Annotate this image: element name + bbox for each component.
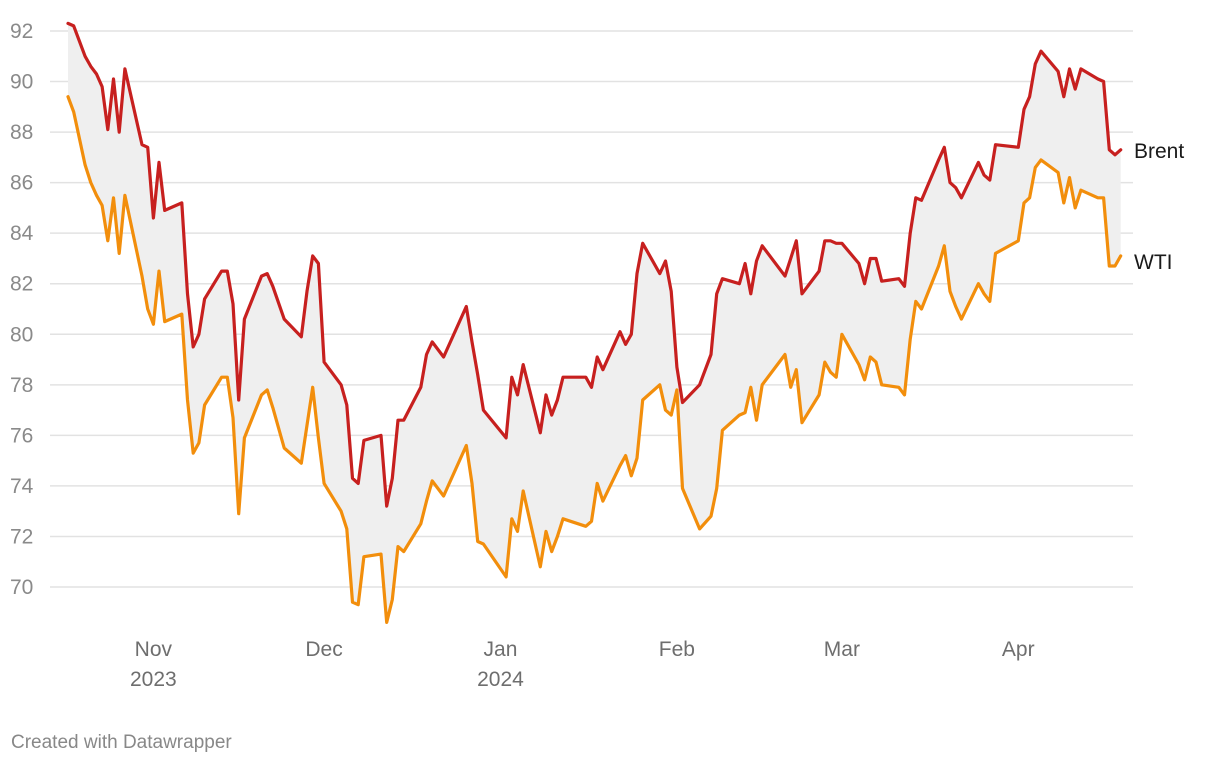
y-tick-label: 90 <box>10 71 33 94</box>
spread-fill <box>68 23 1121 623</box>
x-tick-label: Nov <box>135 638 173 661</box>
spread-fill-area <box>68 23 1121 623</box>
series-lines <box>66 21 1123 624</box>
series-label-wti: WTI <box>1134 251 1172 274</box>
y-tick-label: 92 <box>10 20 33 43</box>
series-line-wti <box>66 95 1123 624</box>
y-tick-label: 86 <box>10 172 33 195</box>
y-tick-label: 84 <box>10 222 34 245</box>
y-tick-label: 80 <box>10 323 33 346</box>
x-tick-label: Mar <box>824 638 860 661</box>
x-tick-year-label: 2023 <box>130 668 177 691</box>
x-tick-label: Dec <box>305 638 342 661</box>
oil-price-line-chart: 70 72 74 76 78 80 82 84 86 88 90 92 Nov 2023 Dec Jan 20… <box>10 20 1184 691</box>
credit-text: Created with Datawrapper <box>11 732 232 753</box>
y-tick-label: 70 <box>10 576 33 599</box>
y-tick-label: 78 <box>10 374 33 397</box>
y-tick-label: 74 <box>10 475 34 498</box>
y-tick-label: 88 <box>10 121 33 144</box>
x-tick-label: Apr <box>1002 638 1035 661</box>
x-tick-label: Feb <box>659 638 695 661</box>
y-tick-label: 82 <box>10 273 33 296</box>
y-tick-label: 76 <box>10 424 33 447</box>
series-end-labels: Brent WTI <box>1134 140 1184 274</box>
y-axis-tick-labels: 70 72 74 76 78 80 82 84 86 88 90 92 <box>10 20 34 599</box>
series-line-brent <box>66 21 1123 508</box>
y-tick-label: 72 <box>10 525 33 548</box>
x-axis-tick-labels: Nov 2023 Dec Jan 2024 Feb Mar Apr <box>130 638 1035 691</box>
x-tick-year-label: 2024 <box>477 668 524 691</box>
series-label-brent: Brent <box>1134 140 1184 163</box>
x-tick-label: Jan <box>484 638 518 661</box>
